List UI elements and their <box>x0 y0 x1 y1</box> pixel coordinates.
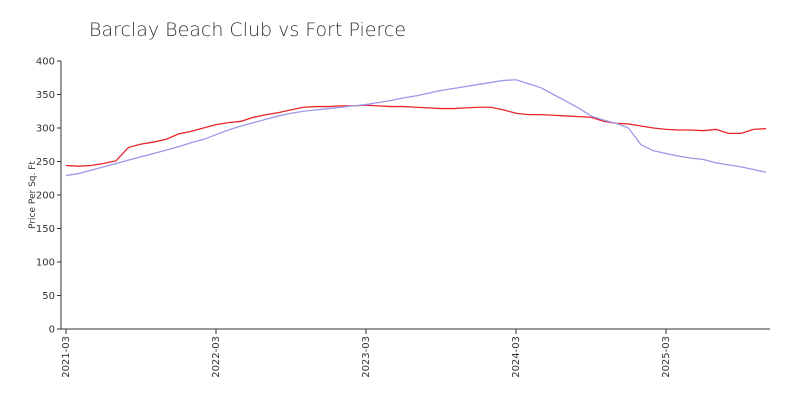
series-line <box>65 104 767 167</box>
chart-title: Barclay Beach Club vs Fort Pierce <box>89 19 406 41</box>
x-tick-label: 2025-03 <box>661 336 672 378</box>
y-tick-label: 100 <box>36 258 55 269</box>
y-tick-label: 300 <box>36 124 55 135</box>
y-axis-label: Price Per Sq. Ft <box>28 161 38 229</box>
y-tick-label: 0 <box>49 325 55 336</box>
y-tick-label: 150 <box>36 224 55 235</box>
y-tick-label: 250 <box>36 157 55 168</box>
y-tick-label: 400 <box>36 57 55 68</box>
x-tick-label: 2023-03 <box>361 336 372 378</box>
y-tick-label: 50 <box>42 291 55 302</box>
x-tick-label: 2024-03 <box>511 336 522 378</box>
x-tick-label: 2021-03 <box>61 336 72 378</box>
series-line <box>65 79 767 177</box>
x-tick-label: 2022-03 <box>211 336 222 378</box>
y-tick-label: 350 <box>36 90 55 101</box>
y-tick-label: 200 <box>36 191 55 202</box>
